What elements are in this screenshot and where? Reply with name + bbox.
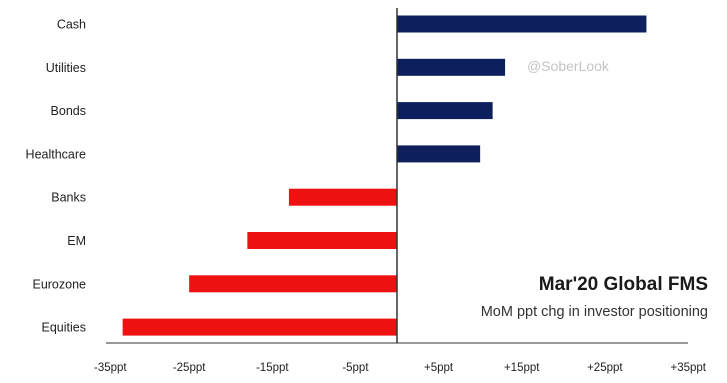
bar-em — [247, 232, 397, 249]
x-tick-label: +35ppt — [671, 362, 707, 374]
category-label-cash: Cash — [57, 18, 86, 32]
bar-cash — [397, 15, 647, 33]
category-labels-group: Cash Utilities Bonds Healthcare Banks EM Euroz… — [26, 18, 86, 335]
x-tick-label: +15ppt — [504, 362, 540, 374]
category-label-banks: Banks — [51, 191, 86, 205]
bar-utilities — [397, 58, 506, 76]
bars-group — [122, 15, 647, 336]
category-label-em: EM — [67, 234, 86, 248]
category-label-bonds: Bonds — [51, 104, 86, 118]
category-label-healthcare: Healthcare — [26, 147, 86, 161]
bar-bonds — [397, 102, 493, 120]
x-tick-label: +25ppt — [587, 362, 623, 374]
category-label-eurozone: Eurozone — [32, 277, 86, 291]
bar-healthcare — [397, 145, 481, 163]
category-label-utilities: Utilities — [46, 61, 86, 75]
x-tick-label: +5ppt — [424, 362, 454, 374]
x-tick-label: -35ppt — [94, 362, 127, 374]
chart-subtitle: MoM ppt chg in investor positioning — [481, 304, 708, 320]
chart-title: Mar'20 Global FMS — [539, 274, 708, 295]
category-label-equities: Equities — [42, 321, 86, 335]
bar-equities — [122, 318, 397, 336]
x-tick-label: -5ppt — [342, 362, 369, 374]
bar-banks — [288, 188, 397, 206]
x-tick-label: -15ppt — [256, 362, 289, 374]
x-tick-labels-group: -35ppt -25ppt -15ppt -5ppt +5ppt +15ppt +25ppt… — [94, 362, 707, 374]
watermark-text: @SoberLook — [527, 58, 610, 74]
bar-eurozone — [189, 275, 397, 293]
x-tick-label: -25ppt — [173, 362, 206, 374]
